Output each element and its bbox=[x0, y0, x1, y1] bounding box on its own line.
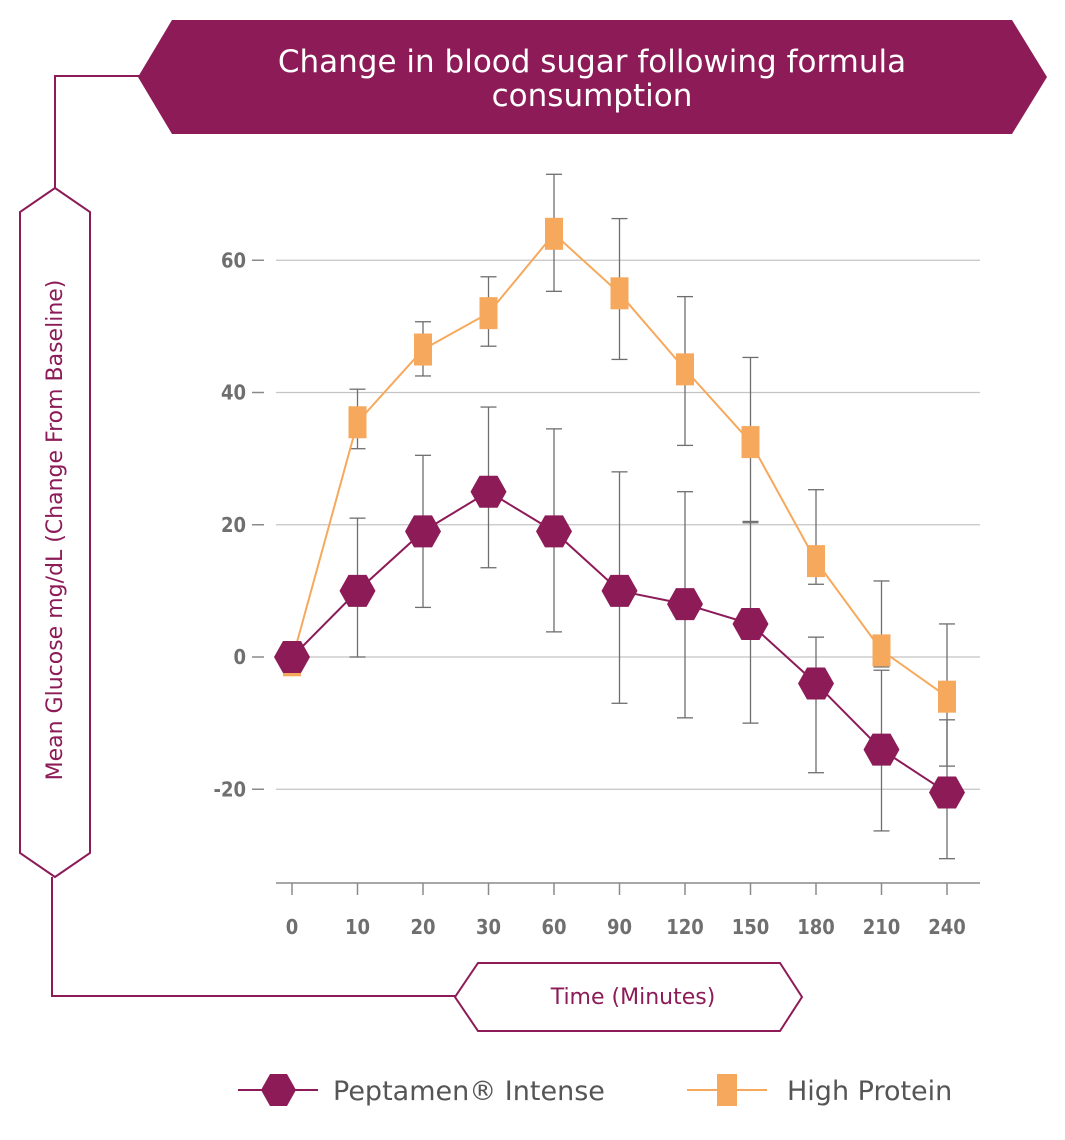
legend-label-peptamen: Peptamen® Intense bbox=[333, 1076, 605, 1107]
data-point-high-protein bbox=[545, 217, 563, 250]
grid-layer bbox=[276, 259, 980, 790]
x-tick-label: 120 bbox=[666, 915, 704, 939]
data-point-high-protein bbox=[676, 353, 694, 386]
x-tick-label: 20 bbox=[410, 915, 435, 939]
data-point-peptamen bbox=[667, 588, 703, 621]
data-point-peptamen bbox=[798, 667, 834, 700]
x-tick-label: 150 bbox=[732, 915, 770, 939]
y-tick-label: -20 bbox=[213, 777, 246, 801]
data-point-peptamen bbox=[863, 733, 900, 766]
x-tick-label: 240 bbox=[928, 915, 966, 939]
legend-hexagon-icon bbox=[261, 1074, 296, 1106]
data-point-peptamen bbox=[274, 641, 310, 673]
data-point-peptamen bbox=[536, 515, 572, 548]
error-bars bbox=[349, 173, 955, 860]
data-point-peptamen bbox=[732, 607, 769, 640]
y-tick-label: 20 bbox=[221, 513, 246, 537]
chart-title-line-2: consumption bbox=[492, 78, 693, 114]
data-point-high-protein bbox=[610, 277, 629, 310]
y-axis-label: Mean Glucose mg/dL (Change From Baseline… bbox=[43, 280, 68, 781]
data-point-peptamen bbox=[929, 776, 965, 809]
y-tick-label: 0 bbox=[233, 645, 246, 669]
data-point-peptamen bbox=[470, 475, 507, 508]
y-tick-label: 60 bbox=[221, 248, 246, 272]
x-tick-label: 180 bbox=[797, 915, 835, 939]
legend-label-high-protein: High Protein bbox=[787, 1076, 952, 1107]
data-point-high-protein bbox=[938, 680, 956, 713]
connector-line-bottom bbox=[51, 877, 455, 997]
data-point-high-protein bbox=[807, 545, 825, 578]
x-tick-label: 90 bbox=[607, 915, 632, 939]
x-tick-label: 0 bbox=[286, 915, 299, 939]
y-tick-label: 40 bbox=[221, 381, 246, 405]
data-point-high-protein bbox=[872, 634, 891, 667]
data-point-peptamen bbox=[601, 574, 638, 607]
connector-line-top bbox=[54, 75, 140, 188]
x-tick-label: 30 bbox=[476, 915, 501, 939]
data-point-high-protein bbox=[479, 297, 498, 330]
chart-title-line-1: Change in blood sugar following formula bbox=[278, 44, 906, 80]
data-point-high-protein bbox=[741, 426, 760, 459]
data-point-peptamen bbox=[339, 574, 376, 607]
x-axis-label: Time (Minutes) bbox=[550, 985, 716, 1010]
x-tick-label: 60 bbox=[541, 915, 566, 939]
data-point-high-protein bbox=[348, 406, 367, 439]
data-point-high-protein bbox=[414, 333, 432, 366]
legend-square-icon bbox=[717, 1074, 737, 1106]
x-axis-label-box bbox=[453, 962, 804, 1032]
data-point-peptamen bbox=[405, 515, 441, 548]
x-tick-label: 210 bbox=[863, 915, 901, 939]
x-tick-label: 10 bbox=[345, 915, 370, 939]
legend: Peptamen® Intense High Protein bbox=[238, 1074, 952, 1107]
y-axis-label-box bbox=[19, 186, 91, 879]
series-layer bbox=[274, 217, 965, 809]
title-banner bbox=[138, 20, 1047, 134]
axis-layer: 60 40 20 0 -20 0 10 20 30 60 90 120 150 180 210 240 bbox=[213, 248, 980, 939]
